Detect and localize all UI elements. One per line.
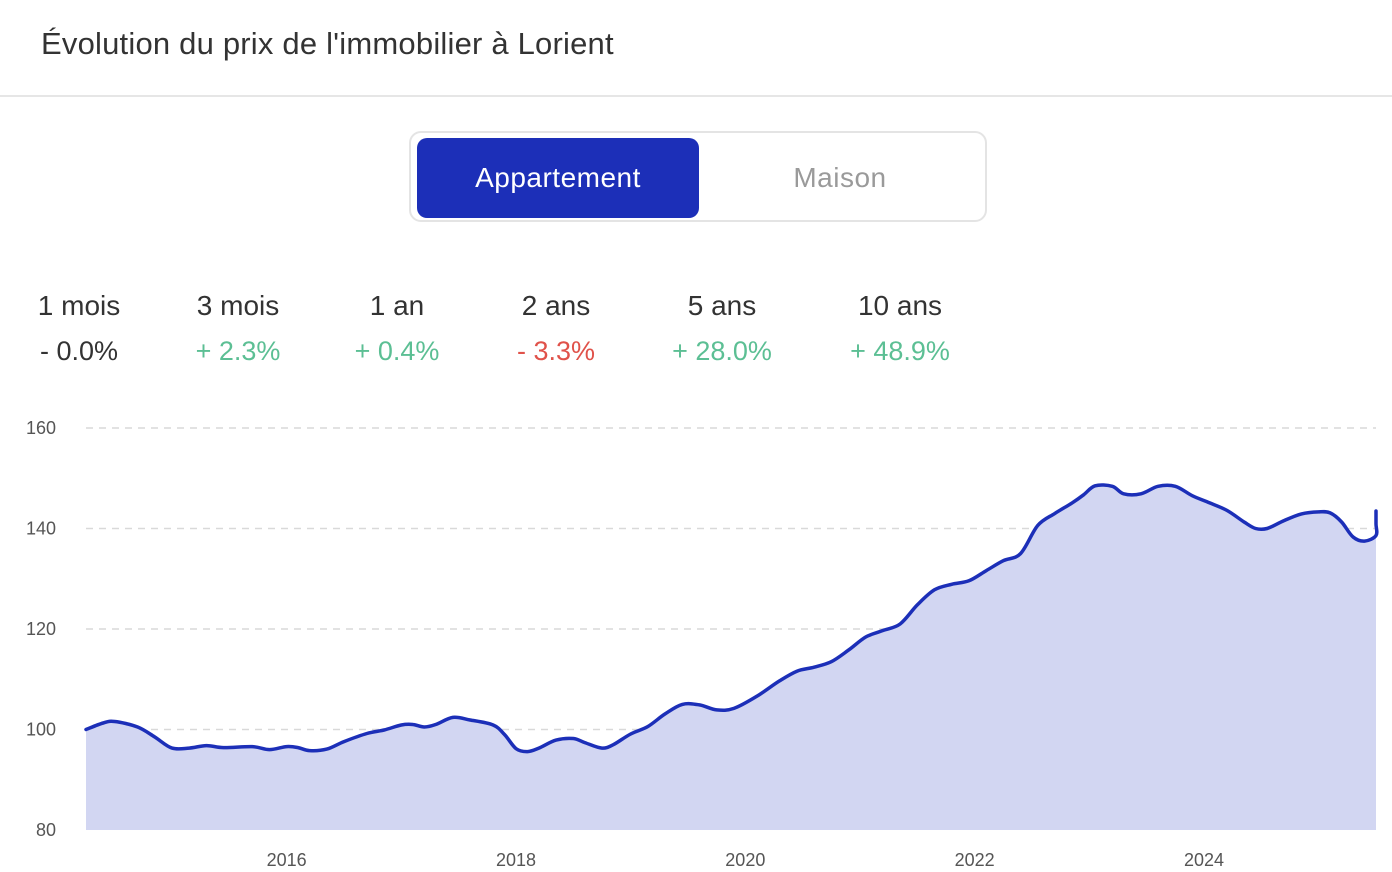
- stat-10-ans: 10 ans + 48.9%: [840, 290, 960, 367]
- stat-label: 1 an: [369, 290, 425, 321]
- stat-1-mois: 1 mois - 0.0%: [33, 290, 125, 367]
- stat-value: + 0.4%: [354, 336, 440, 366]
- appartement-tab[interactable]: Appartement: [417, 138, 699, 218]
- y-tick-label: 80: [36, 820, 56, 840]
- x-tick-label: 2018: [496, 850, 536, 870]
- series-area: [86, 484, 1377, 830]
- price-change-stats: 1 mois - 0.0% 3 mois + 2.3% 1 an + 0.4% …: [0, 290, 1000, 380]
- stat-value: + 48.9%: [850, 336, 950, 366]
- stat-label: 5 ans: [687, 290, 757, 321]
- stat-2-ans: 2 ans - 3.3%: [508, 290, 604, 367]
- stat-value: - 0.0%: [39, 336, 119, 366]
- property-type-toggle: Appartement Maison: [409, 131, 987, 222]
- page-title: Évolution du prix de l'immobilier à Lori…: [41, 26, 614, 61]
- y-tick-label: 120: [26, 619, 56, 639]
- x-tick-label: 2024: [1184, 850, 1224, 870]
- y-tick-label: 100: [26, 720, 56, 740]
- header: Évolution du prix de l'immobilier à Lori…: [0, 0, 1392, 97]
- stat-label: 3 mois: [196, 290, 280, 321]
- stat-3-mois: 3 mois + 2.3%: [186, 290, 290, 367]
- price-index-chart: 80 100 120 140 160 2016 2018 2020 2022 2024: [26, 418, 1379, 870]
- series-line: [84, 483, 1379, 754]
- stat-label: 10 ans: [857, 290, 943, 321]
- stat-value: + 28.0%: [672, 336, 772, 366]
- stat-label: 1 mois: [37, 290, 121, 321]
- stat-5-ans: 5 ans + 28.0%: [662, 290, 782, 367]
- maison-tab[interactable]: Maison: [793, 162, 887, 193]
- stat-label: 2 ans: [521, 290, 591, 321]
- x-tick-label: 2022: [955, 850, 995, 870]
- x-tick-label: 2020: [725, 850, 765, 870]
- y-tick-label: 140: [26, 519, 56, 539]
- stat-value: + 2.3%: [195, 336, 281, 366]
- x-tick-label: 2016: [267, 850, 307, 870]
- stat-1-an: 1 an + 0.4%: [347, 290, 447, 367]
- y-tick-label: 160: [26, 418, 56, 438]
- stat-value: - 3.3%: [516, 336, 596, 366]
